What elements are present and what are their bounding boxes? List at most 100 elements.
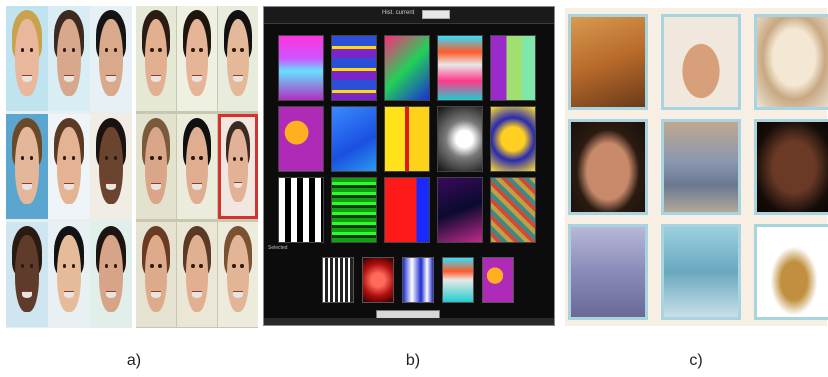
selected-row <box>322 257 514 303</box>
pattern-browser-window: Hist. current Selected <box>263 6 555 326</box>
eye <box>104 264 109 269</box>
mouth <box>63 75 75 82</box>
selected-cyan-pattern[interactable] <box>442 257 474 303</box>
photo-keys[interactable] <box>754 224 828 320</box>
eye <box>158 264 162 269</box>
photo-asian-man[interactable] <box>661 14 741 110</box>
status-bar <box>264 318 554 325</box>
tile-bw-letters[interactable] <box>278 177 324 243</box>
face-woman-selected[interactable] <box>218 114 258 219</box>
selected-white-bars[interactable] <box>322 257 354 303</box>
face <box>57 234 81 313</box>
tile-cyan-pattern[interactable] <box>437 35 483 101</box>
selected-blue-figures[interactable] <box>402 257 434 303</box>
eye <box>240 264 244 269</box>
selected-purple-s[interactable] <box>482 257 514 303</box>
mouth <box>105 183 117 190</box>
face <box>57 18 81 97</box>
face-blonde-woman[interactable] <box>6 6 48 111</box>
face-woman-auburn[interactable] <box>136 222 176 327</box>
face-woman-dark-hair[interactable] <box>90 222 132 327</box>
header-input[interactable] <box>422 10 450 19</box>
mouth <box>63 183 75 190</box>
mouth <box>192 183 202 190</box>
eye <box>104 48 109 53</box>
eye <box>232 264 236 269</box>
face-woman-light[interactable] <box>218 222 258 327</box>
tile-gold-pattern[interactable] <box>490 177 536 243</box>
eye <box>62 156 67 161</box>
eye <box>104 156 109 161</box>
eye <box>232 48 236 53</box>
tile-blue-stripes[interactable] <box>331 35 377 101</box>
caption-b: b) <box>405 352 421 369</box>
face-older-woman[interactable] <box>136 114 176 219</box>
face-woman-long-hair[interactable] <box>136 6 176 111</box>
eye <box>113 156 118 161</box>
face <box>15 18 39 97</box>
tile-green-lines[interactable] <box>331 177 377 243</box>
face <box>185 234 209 313</box>
eye <box>29 264 34 269</box>
eye <box>113 48 118 53</box>
eye <box>240 48 244 53</box>
photo-coffee-cup[interactable] <box>754 14 828 110</box>
tile-yellow-red[interactable] <box>384 106 430 172</box>
eye <box>150 48 154 53</box>
face <box>99 126 123 205</box>
eye <box>20 264 25 269</box>
tile-blue-arrow[interactable] <box>331 106 377 172</box>
eye <box>158 156 162 161</box>
mouth <box>105 291 117 298</box>
face <box>99 18 123 97</box>
face <box>185 126 209 205</box>
eye <box>20 156 25 161</box>
tile-green-red-sweep[interactable] <box>384 35 430 101</box>
face-woman-bangs[interactable] <box>177 6 217 111</box>
face <box>144 126 168 205</box>
selected-red-glow[interactable] <box>362 257 394 303</box>
tile-purple-wave[interactable] <box>278 35 324 101</box>
photo-car[interactable] <box>661 119 741 215</box>
face-black-man[interactable] <box>90 114 132 219</box>
photo-woman-face[interactable] <box>754 119 828 215</box>
face-asian-man[interactable] <box>90 6 132 111</box>
face-asian-girl[interactable] <box>218 6 258 111</box>
eye <box>158 48 162 53</box>
eye <box>199 264 203 269</box>
face <box>185 18 209 97</box>
face-woman-smiling[interactable] <box>48 114 90 219</box>
face <box>228 128 248 203</box>
face-asian-woman[interactable] <box>48 222 90 327</box>
tile-dark-v[interactable] <box>437 177 483 243</box>
tile-green-bars[interactable] <box>490 35 536 101</box>
face-woman-black-hair[interactable] <box>177 114 217 219</box>
tile-yellow-x[interactable] <box>490 106 536 172</box>
eye <box>113 264 118 269</box>
photo-basketball[interactable] <box>568 14 648 110</box>
eye <box>191 48 195 53</box>
eye <box>71 48 76 53</box>
mouth <box>233 75 243 82</box>
eye <box>29 156 34 161</box>
face <box>226 18 250 97</box>
face-man-blue-bg[interactable] <box>6 114 48 219</box>
photo-mountains[interactable] <box>568 224 648 320</box>
face <box>144 234 168 313</box>
face <box>99 234 123 313</box>
caption-a: a) <box>126 352 142 369</box>
tile-red-blue-bar[interactable] <box>384 177 430 243</box>
tile-white-glow[interactable] <box>437 106 483 172</box>
eye <box>199 156 203 161</box>
face-man-gray[interactable] <box>48 6 90 111</box>
face-woman-brown[interactable] <box>177 222 217 327</box>
eye <box>20 48 25 53</box>
tile-purple-s[interactable] <box>278 106 324 172</box>
photo-girl-face[interactable] <box>568 119 648 215</box>
header-label: Hist. current <box>382 10 415 16</box>
face-bald-man[interactable] <box>6 222 48 327</box>
face-grid-left <box>6 6 132 328</box>
caption-c: c) <box>689 352 703 369</box>
mouth <box>63 291 75 298</box>
photo-dolphin[interactable] <box>661 224 741 320</box>
